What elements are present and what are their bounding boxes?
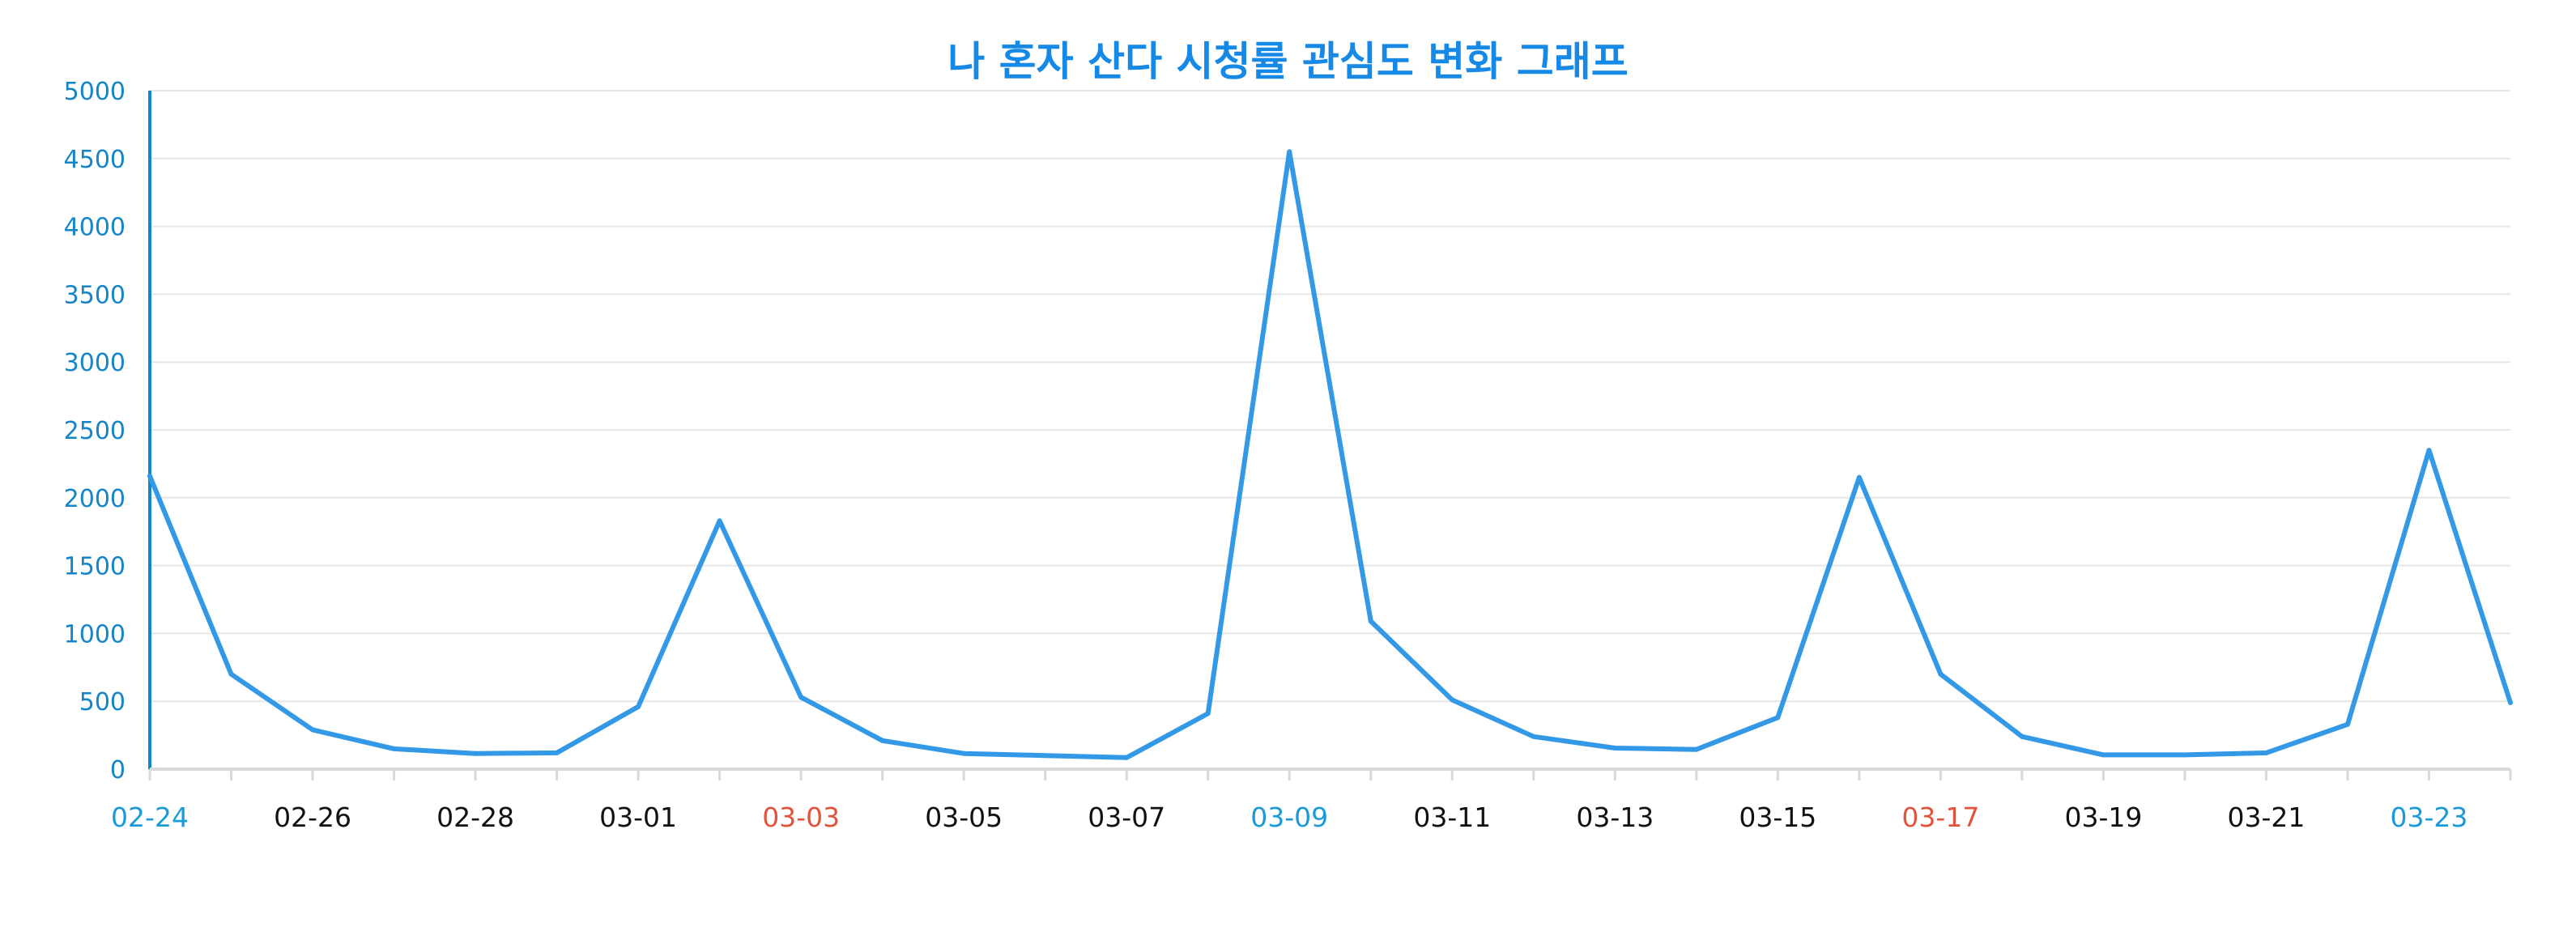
- x-tick-label: 03-13: [1576, 802, 1654, 833]
- data-point: [1775, 715, 1781, 721]
- y-tick-label: 2000: [64, 485, 126, 513]
- data-point: [879, 738, 885, 743]
- data-point: [2263, 750, 2269, 755]
- data-point: [391, 746, 397, 751]
- data-point: [1450, 697, 1455, 703]
- x-tick-label: 03-09: [1250, 802, 1328, 833]
- data-point: [2019, 734, 2025, 739]
- series-line: [147, 149, 2513, 760]
- data-point: [473, 751, 479, 756]
- x-tick-label: 03-21: [2228, 802, 2306, 833]
- data-point: [1938, 671, 1944, 677]
- y-tick-label: 1500: [64, 553, 126, 581]
- data-point: [1856, 474, 1862, 480]
- x-tick-label: 03-03: [762, 802, 840, 833]
- x-tick-label: 03-23: [2391, 802, 2468, 833]
- axes: [148, 91, 2510, 771]
- data-point: [147, 473, 152, 478]
- y-tick-label: 3000: [64, 349, 126, 377]
- x-tick-label: 02-28: [436, 802, 514, 833]
- data-point: [1693, 746, 1699, 752]
- data-point: [1612, 746, 1618, 751]
- x-tick-label: 03-05: [925, 802, 1003, 833]
- data-point: [228, 671, 234, 677]
- x-tick-label: 03-17: [1901, 802, 1979, 833]
- gridlines: [150, 90, 2510, 703]
- data-point: [1205, 711, 1211, 717]
- x-tick-label: 03-11: [1413, 802, 1491, 833]
- x-axis-ticks: 02-24 02-26 02-28 03-01 03-03 03-05 03-07 03-09…: [111, 769, 2512, 833]
- data-point: [961, 751, 967, 756]
- data-point: [1368, 619, 1373, 624]
- data-point: [1287, 149, 1292, 155]
- data-point: [1124, 755, 1130, 760]
- data-point: [2426, 448, 2432, 453]
- data-point: [2344, 721, 2350, 727]
- data-point: [636, 704, 641, 709]
- x-tick-label: 03-01: [599, 802, 677, 833]
- series-layer: [147, 149, 2513, 760]
- y-tick-label: 3500: [64, 281, 126, 309]
- x-tick-label: 03-19: [2064, 802, 2142, 833]
- data-point: [310, 727, 316, 733]
- data-point: [717, 518, 722, 524]
- x-tick-label: 02-26: [274, 802, 351, 833]
- y-axis-ticks: 0 500 1000 1500 2000 2500 3000 3500 4000 4500 5000: [64, 78, 126, 785]
- y-tick-label: 2500: [64, 417, 126, 445]
- data-point: [798, 695, 804, 700]
- x-tick-label: 02-24: [111, 802, 189, 833]
- x-tick-label: 03-15: [1739, 802, 1816, 833]
- data-point: [1531, 734, 1536, 739]
- chart-title: 나 혼자 산다 시청률 관심도 변화 그래프: [947, 38, 1629, 85]
- data-point: [1042, 753, 1048, 759]
- data-point: [2182, 752, 2187, 758]
- y-tick-label: 4500: [64, 146, 126, 174]
- y-tick-label: 500: [79, 688, 126, 717]
- y-tick-label: 4000: [64, 214, 126, 242]
- x-tick-label: 03-07: [1088, 802, 1165, 833]
- data-point: [554, 750, 560, 755]
- data-point: [2101, 752, 2106, 758]
- y-tick-label: 1000: [64, 620, 126, 648]
- y-tick-label: 5000: [64, 78, 126, 106]
- y-tick-label: 0: [110, 756, 126, 785]
- data-point: [2508, 699, 2513, 705]
